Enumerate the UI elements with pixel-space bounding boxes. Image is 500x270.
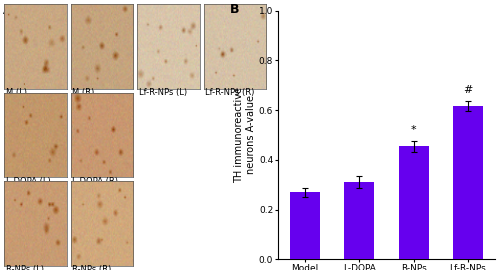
Text: L-DOPA (R): L-DOPA (R) <box>72 177 118 186</box>
Text: B: B <box>230 3 240 16</box>
Bar <box>398 146 428 259</box>
Text: R-NPs (L): R-NPs (L) <box>6 265 44 270</box>
Text: Lf-R-NPs (L): Lf-R-NPs (L) <box>138 88 186 97</box>
Text: M (L): M (L) <box>6 88 26 97</box>
Y-axis label: TH immunoreactive
neurons A-value: TH immunoreactive neurons A-value <box>234 87 256 183</box>
Text: #: # <box>463 85 472 95</box>
Text: R-NPs (R): R-NPs (R) <box>72 265 112 270</box>
Text: M (R): M (R) <box>72 88 94 97</box>
Bar <box>290 192 320 259</box>
Text: A: A <box>2 4 12 17</box>
Bar <box>344 182 374 259</box>
Bar <box>453 106 483 259</box>
Text: *: * <box>411 124 416 134</box>
Text: Lf-R-NPs (R): Lf-R-NPs (R) <box>205 88 254 97</box>
Text: L-DOPA (L): L-DOPA (L) <box>6 177 51 186</box>
